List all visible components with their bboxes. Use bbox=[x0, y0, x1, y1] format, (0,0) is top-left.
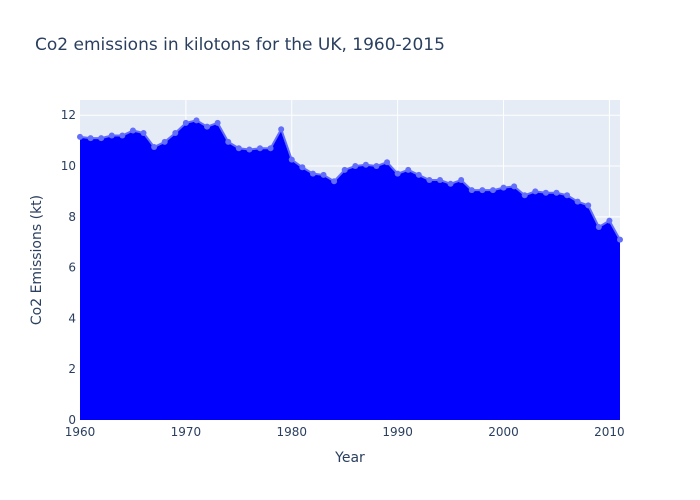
data-point-1980 bbox=[288, 156, 295, 163]
data-point-1961 bbox=[87, 135, 94, 142]
data-point-1981 bbox=[299, 164, 306, 171]
data-point-2004 bbox=[542, 189, 549, 196]
data-point-1978 bbox=[267, 145, 274, 152]
data-point-1977 bbox=[257, 145, 263, 152]
x-tick-label: 1960 bbox=[65, 425, 96, 439]
emissions-area bbox=[80, 120, 620, 420]
data-point-2002 bbox=[521, 192, 528, 199]
y-tick-label: 2 bbox=[68, 362, 76, 376]
y-axis-ticks: 0 2 4 6 8 10 12 bbox=[61, 108, 76, 427]
data-point-1970 bbox=[182, 119, 189, 126]
data-point-1999 bbox=[489, 187, 496, 194]
data-point-1983 bbox=[320, 171, 327, 178]
data-points bbox=[77, 117, 623, 243]
data-point-2009 bbox=[595, 223, 602, 230]
y-tick-label: 10 bbox=[61, 159, 76, 173]
data-point-2011 bbox=[617, 236, 623, 243]
data-point-1986 bbox=[352, 163, 359, 170]
x-axis-ticks: 1960 1970 1980 1990 2000 2010 bbox=[65, 425, 625, 439]
data-point-1998 bbox=[479, 187, 486, 194]
data-point-1985 bbox=[341, 166, 348, 173]
data-point-1971 bbox=[193, 117, 200, 124]
y-tick-label: 12 bbox=[61, 108, 76, 122]
data-point-1965 bbox=[129, 127, 136, 134]
data-point-1993 bbox=[426, 177, 433, 183]
data-point-1963 bbox=[108, 132, 115, 139]
data-point-1995 bbox=[447, 180, 454, 187]
x-tick-label: 2010 bbox=[594, 425, 625, 439]
data-point-1979 bbox=[278, 126, 285, 133]
y-tick-label: 6 bbox=[68, 261, 76, 275]
y-tick-label: 4 bbox=[68, 311, 76, 325]
data-point-1960 bbox=[77, 133, 83, 140]
data-point-1997 bbox=[468, 187, 475, 194]
data-point-1996 bbox=[458, 177, 465, 183]
data-point-1962 bbox=[98, 135, 105, 142]
data-point-2008 bbox=[585, 202, 592, 209]
data-point-1988 bbox=[373, 163, 380, 170]
data-point-1991 bbox=[405, 166, 412, 173]
data-point-1972 bbox=[204, 123, 211, 130]
x-tick-label: 2000 bbox=[488, 425, 519, 439]
y-tick-label: 0 bbox=[68, 413, 76, 427]
data-point-1982 bbox=[309, 170, 316, 177]
data-point-1969 bbox=[172, 130, 179, 137]
y-axis-title: Co2 Emissions (kt) bbox=[29, 195, 45, 325]
data-point-2006 bbox=[564, 192, 571, 199]
x-tick-label: 1990 bbox=[382, 425, 413, 439]
data-point-1994 bbox=[437, 177, 443, 183]
x-tick-label: 1980 bbox=[276, 425, 307, 439]
x-tick-label: 1970 bbox=[171, 425, 202, 439]
y-tick-label: 8 bbox=[68, 210, 76, 224]
data-point-1974 bbox=[225, 138, 232, 145]
data-point-1992 bbox=[415, 171, 422, 178]
data-point-1968 bbox=[161, 138, 168, 145]
data-point-1990 bbox=[394, 170, 401, 177]
x-axis-title: Year bbox=[334, 450, 365, 466]
data-point-2010 bbox=[606, 217, 613, 224]
data-point-1964 bbox=[119, 132, 126, 139]
data-point-2003 bbox=[532, 188, 539, 195]
data-point-2005 bbox=[553, 189, 560, 196]
chart-title: Co2 emissions in kilotons for the UK, 19… bbox=[35, 35, 445, 55]
data-point-1973 bbox=[214, 119, 221, 126]
emissions-line bbox=[79, 119, 621, 241]
data-point-2001 bbox=[511, 183, 518, 190]
data-point-1975 bbox=[235, 145, 242, 152]
data-point-2000 bbox=[500, 184, 507, 191]
data-point-1987 bbox=[362, 161, 369, 168]
data-point-1989 bbox=[384, 159, 391, 166]
data-point-1966 bbox=[140, 130, 147, 137]
data-point-1984 bbox=[331, 178, 338, 185]
data-point-1976 bbox=[246, 146, 253, 153]
data-point-1967 bbox=[151, 143, 158, 150]
data-point-2007 bbox=[574, 198, 581, 205]
